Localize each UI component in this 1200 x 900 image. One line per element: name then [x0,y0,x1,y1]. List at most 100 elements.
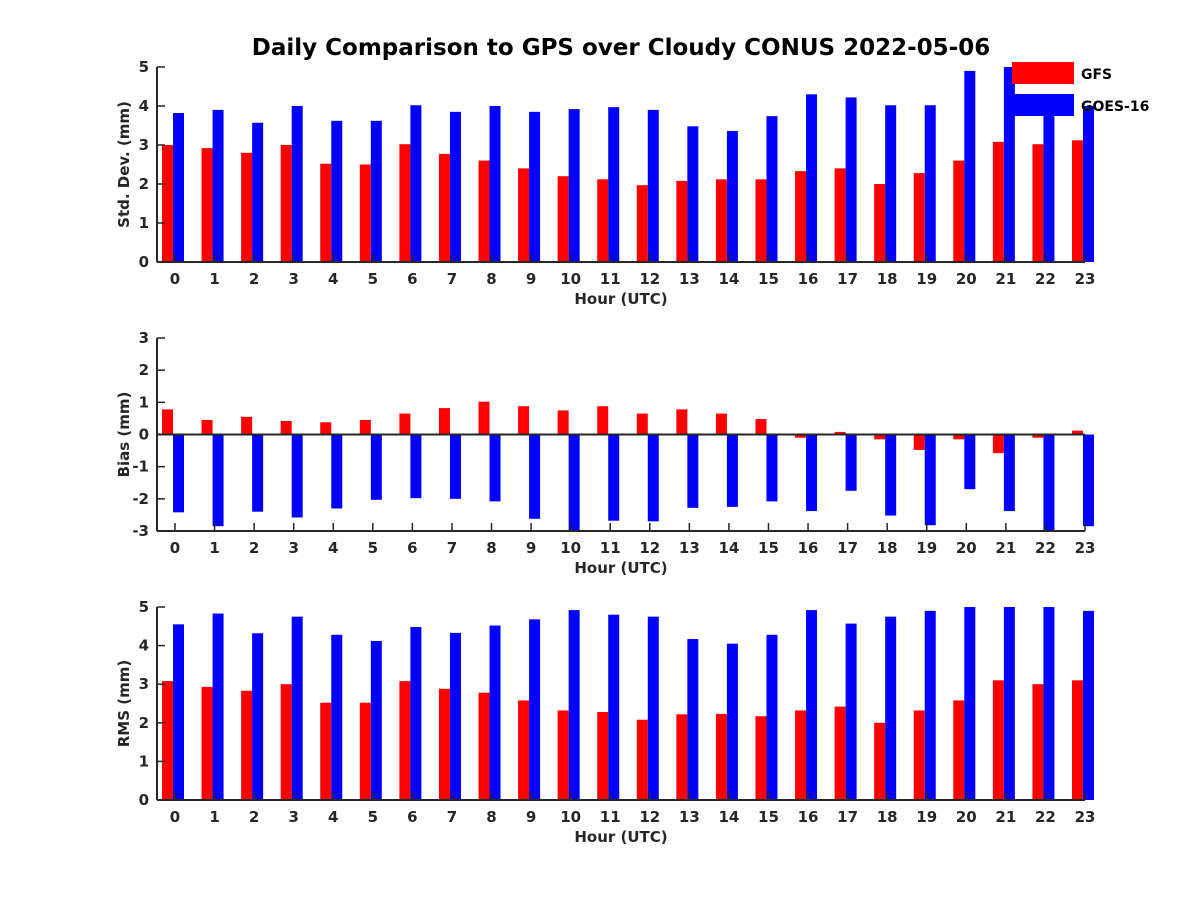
bar-goes16-hour-6 [410,105,422,262]
bar-gfs-hour-16 [795,710,807,800]
bar-gfs-hour-5 [359,164,371,262]
y-tick-label: -2 [132,490,149,508]
bar-gfs-hour-5 [359,702,371,800]
y-tick-label: 1 [139,214,149,232]
bar-goes16-hour-3 [291,434,303,518]
bar-goes16-hour-20 [964,70,976,263]
legend-swatch-goes16 [1012,94,1074,116]
x-tick-label: 7 [447,808,457,826]
bar-goes16-hour-0 [173,624,184,800]
x-tick-label: 13 [679,270,700,288]
bar-gfs-hour-0 [162,409,173,435]
y-axis-label: RMS (mm) [115,660,133,747]
x-tick-label: 4 [328,270,338,288]
bar-goes16-hour-21 [1003,434,1015,512]
bar-gfs-hour-21 [992,141,1004,262]
bar-goes16-hour-12 [647,109,659,263]
bar-gfs-hour-23 [1072,430,1083,435]
x-tick-label: 6 [407,539,417,557]
x-tick-label: 8 [486,808,496,826]
y-tick-label: 3 [139,675,149,693]
bar-gfs-hour-4 [320,422,332,435]
bar-gfs-hour-5 [359,420,371,435]
bar-gfs-hour-20 [953,160,965,262]
bar-goes16-hour-15 [766,116,778,262]
x-tick-label: 9 [526,270,536,288]
x-tick-label: 9 [526,539,536,557]
bar-gfs-hour-1 [201,420,213,435]
x-tick-label: 22 [1035,539,1056,557]
x-tick-label: 19 [916,808,937,826]
x-tick-label: 21 [995,270,1016,288]
bar-goes16-hour-7 [449,434,461,499]
x-tick-label: 18 [877,808,898,826]
bar-gfs-hour-12 [636,413,648,435]
bar-gfs-hour-19 [913,710,925,800]
bar-goes16-hour-4 [331,634,343,800]
bar-gfs-hour-0 [162,145,173,262]
y-tick-label: 5 [139,598,149,616]
x-tick-label: 4 [328,808,338,826]
bar-gfs-hour-16 [795,434,807,438]
bar-gfs-hour-3 [280,145,292,262]
bar-gfs-hour-3 [280,420,292,435]
bar-goes16-hour-15 [766,434,778,502]
x-tick-label: 8 [486,539,496,557]
legend-label-goes16: GOES-16 [1081,99,1149,115]
bar-goes16-hour-19 [924,610,936,800]
x-tick-label: 2 [249,808,259,826]
x-tick-label: 11 [600,808,621,826]
x-tick-label: 17 [837,539,858,557]
y-tick-label: 2 [139,714,149,732]
x-tick-label: 0 [170,270,180,288]
x-tick-label: 18 [877,270,898,288]
bar-goes16-hour-5 [370,640,382,800]
bar-goes16-hour-2 [252,633,264,800]
x-tick-label: 5 [368,808,378,826]
bar-gfs-hour-11 [597,179,609,262]
bar-goes16-hour-4 [331,434,343,509]
bar-goes16-hour-20 [964,434,976,490]
bar-gfs-hour-7 [438,688,450,800]
x-tick-label: 19 [916,270,937,288]
x-tick-label: 20 [956,270,977,288]
x-tick-label: 10 [560,539,581,557]
y-tick-label: 3 [139,329,149,347]
bar-gfs-hour-22 [1032,684,1044,800]
bar-goes16-hour-22 [1043,105,1055,262]
bar-gfs-hour-6 [399,144,411,262]
x-tick-label: 1 [209,270,219,288]
bar-gfs-hour-9 [518,700,530,800]
bar-goes16-hour-18 [885,105,897,262]
figure-title: Daily Comparison to GPS over Cloudy CONU… [252,35,990,61]
bar-gfs-hour-16 [795,171,807,262]
x-tick-label: 22 [1035,270,1056,288]
bar-gfs-hour-22 [1032,434,1044,438]
y-tick-label: -1 [132,458,149,476]
y-tick-label: 0 [139,426,149,444]
x-tick-label: 3 [288,808,298,826]
bar-gfs-hour-17 [834,706,846,800]
bar-gfs-hour-11 [597,711,609,800]
bar-gfs-hour-2 [241,690,253,800]
bar-gfs-hour-12 [636,185,648,262]
x-tick-label: 6 [407,270,417,288]
bar-gfs-hour-11 [597,406,609,435]
x-tick-label: 7 [447,539,457,557]
bar-goes16-hour-22 [1043,607,1055,800]
x-tick-label: 14 [718,270,739,288]
y-tick-label: 1 [139,393,149,411]
bar-gfs-hour-20 [953,700,965,800]
bar-goes16-hour-11 [608,434,620,521]
x-tick-label: 23 [1075,539,1096,557]
bar-gfs-hour-18 [874,184,886,262]
bar-goes16-hour-5 [370,120,382,262]
x-tick-label: 21 [995,539,1016,557]
bar-goes16-hour-1 [212,613,224,800]
y-tick-label: 4 [139,97,149,115]
x-tick-label: 11 [600,270,621,288]
x-tick-label: 17 [837,808,858,826]
x-tick-label: 18 [877,539,898,557]
x-tick-label: 13 [679,808,700,826]
